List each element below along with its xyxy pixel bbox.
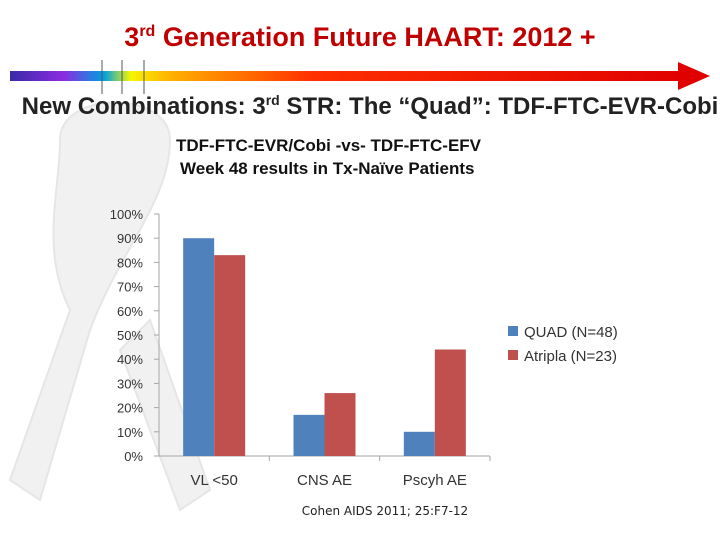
y-tick-label: 50% (117, 328, 143, 343)
legend-swatch (508, 326, 518, 336)
citation: Cohen AIDS 2011; 25:F7-12 (301, 504, 469, 518)
y-tick-label: 100% (110, 207, 144, 222)
y-tick-label: 10% (117, 425, 143, 440)
bar-atripla (214, 255, 246, 456)
slide-subtitle: New Combinations: 3rd STR: The “Quad”: T… (21, 92, 719, 120)
slide-title: 3rd Generation Future HAART: 2012 + (124, 22, 596, 52)
bar-atripla (434, 349, 466, 456)
x-category-label: Pscyh AE (403, 472, 467, 489)
chart-heading-line-1: TDF-FTC-EVR/Cobi -vs- TDF-FTC-EFV (176, 136, 482, 155)
y-tick-label: 40% (117, 352, 143, 367)
y-tick-label: 30% (117, 376, 143, 391)
timeline-arrow (10, 60, 710, 94)
bar-quad (183, 238, 215, 456)
bar-atripla (324, 393, 356, 456)
x-category-label: VL <50 (190, 472, 237, 489)
bar-quad (403, 431, 435, 456)
y-tick-label: 80% (117, 255, 143, 270)
chart-heading: TDF-FTC-EVR/Cobi -vs- TDF-FTC-EFV Week 4… (130, 134, 580, 180)
y-tick-label: 0% (124, 449, 143, 464)
y-tick-label: 60% (117, 304, 143, 319)
chart-heading-line-2: Week 48 results in Tx-Naïve Patients (180, 159, 475, 178)
y-tick-label: 70% (117, 280, 143, 295)
x-category-label: CNS AE (297, 472, 352, 489)
bar-quad (293, 414, 325, 456)
legend-label: Atripla (N=23) (524, 348, 617, 365)
y-tick-label: 20% (117, 401, 143, 416)
legend-swatch (508, 350, 518, 360)
legend-label: QUAD (N=48) (524, 324, 618, 341)
y-tick-label: 90% (117, 231, 143, 246)
